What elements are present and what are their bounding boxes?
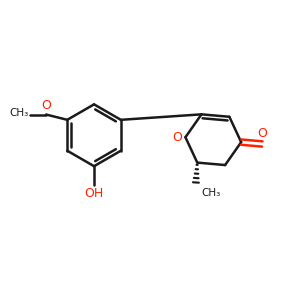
Text: O: O: [257, 127, 267, 140]
Text: O: O: [172, 131, 182, 144]
Text: CH₃: CH₃: [201, 188, 220, 198]
Text: OH: OH: [84, 188, 104, 200]
Text: O: O: [41, 100, 51, 112]
Text: CH₃: CH₃: [9, 108, 28, 118]
